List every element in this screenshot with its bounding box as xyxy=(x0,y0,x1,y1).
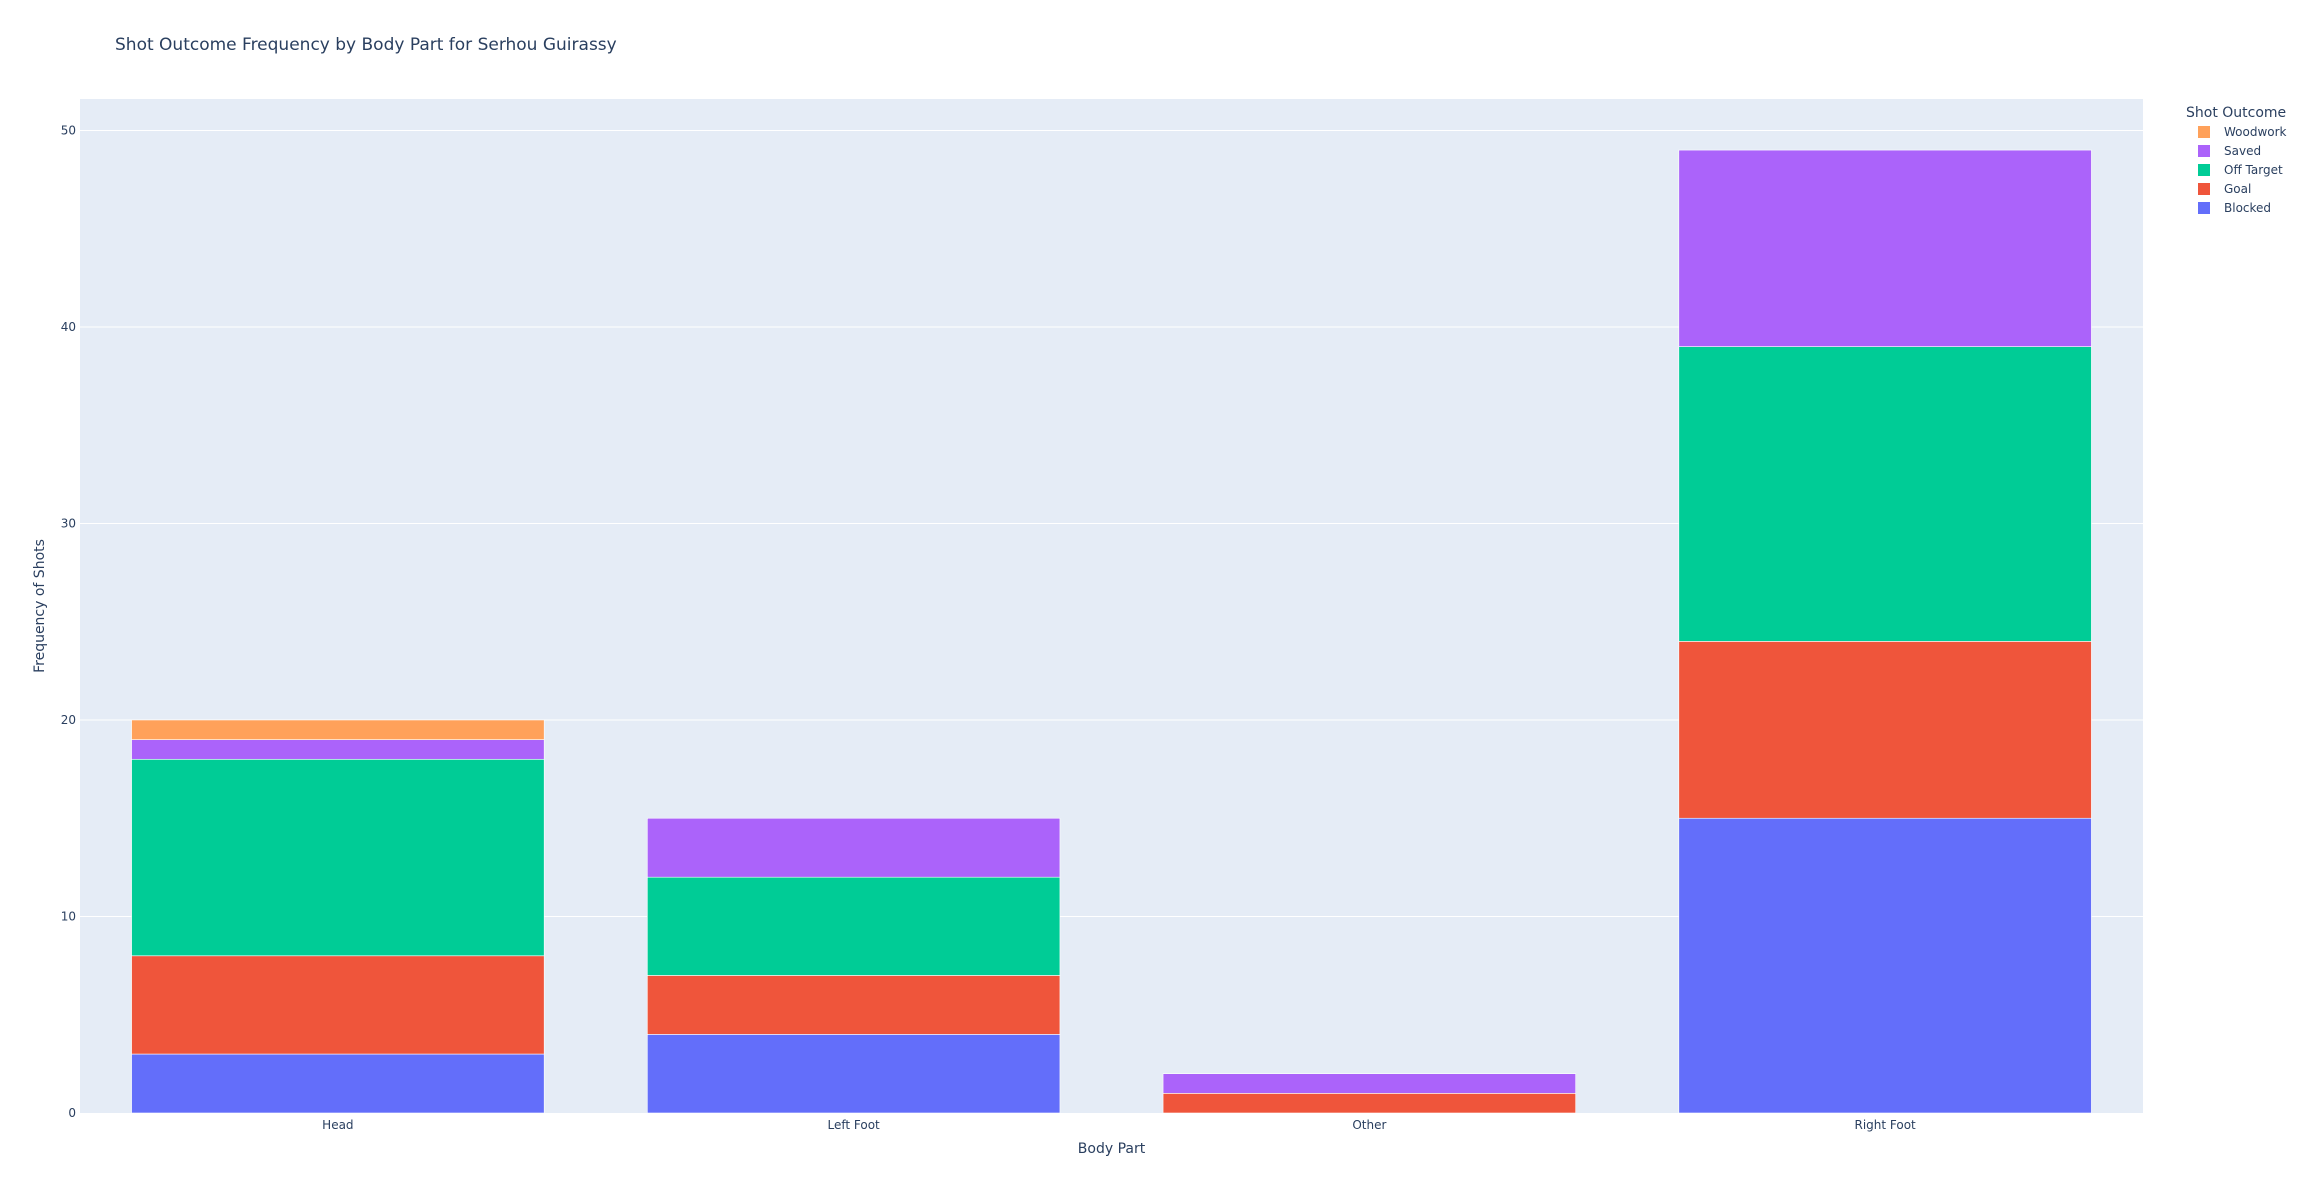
bar-segment xyxy=(131,758,545,957)
x-tick-labels: Head Left Foot Other Right Foot xyxy=(322,1118,1916,1132)
legend-item-label: Saved xyxy=(2224,144,2261,158)
bar-segment xyxy=(647,975,1061,1035)
bar-segment xyxy=(647,1034,1061,1114)
bar-segment xyxy=(1678,641,2092,819)
y-axis-title: Frequency of Shots xyxy=(32,539,48,673)
bar-segment xyxy=(1678,817,2092,1114)
x-tick-label: Left Foot xyxy=(827,1118,880,1132)
bar-segment xyxy=(647,817,1061,878)
y-tick-label: 30 xyxy=(61,516,76,530)
y-tick-label: 40 xyxy=(61,320,76,334)
x-tick-label: Head xyxy=(322,1118,353,1132)
legend-swatch xyxy=(2198,145,2210,157)
legend-swatch xyxy=(2198,202,2210,214)
bar-segment xyxy=(1678,346,2092,642)
y-tick-label: 10 xyxy=(61,909,76,923)
bar-segment xyxy=(131,955,545,1055)
y-tick-label: 20 xyxy=(61,713,76,727)
y-tick-labels: 0 10 20 30 40 50 xyxy=(61,123,76,1120)
bar-segment xyxy=(131,719,545,740)
legend-title: Shot Outcome xyxy=(2186,105,2286,121)
bar-segment xyxy=(131,739,545,760)
legend-item-label: Blocked xyxy=(2224,201,2271,215)
bar-segment xyxy=(1678,149,2092,347)
x-tick-label: Other xyxy=(1352,1118,1386,1132)
x-axis-title: Body Part xyxy=(1078,1141,1146,1157)
bars xyxy=(131,149,2092,1114)
chart-title: Shot Outcome Frequency by Body Part for … xyxy=(115,35,617,55)
bar-segment xyxy=(1162,1073,1576,1094)
y-tick-label: 0 xyxy=(68,1106,76,1120)
legend-item-label: Off Target xyxy=(2224,163,2283,177)
bar-segment xyxy=(1162,1093,1576,1114)
legend: Shot Outcome Woodwork Saved Off Target Goal… xyxy=(2186,105,2287,215)
legend-item-label: Goal xyxy=(2224,182,2251,196)
legend-item-label: Woodwork xyxy=(2224,125,2287,139)
y-tick-label: 50 xyxy=(61,123,76,137)
bar-segment xyxy=(131,1053,545,1114)
bar-segment xyxy=(647,876,1061,976)
legend-swatch xyxy=(2198,183,2210,195)
legend-swatch xyxy=(2198,126,2210,138)
legend-swatch xyxy=(2198,164,2210,176)
x-tick-label: Right Foot xyxy=(1854,1118,1916,1132)
